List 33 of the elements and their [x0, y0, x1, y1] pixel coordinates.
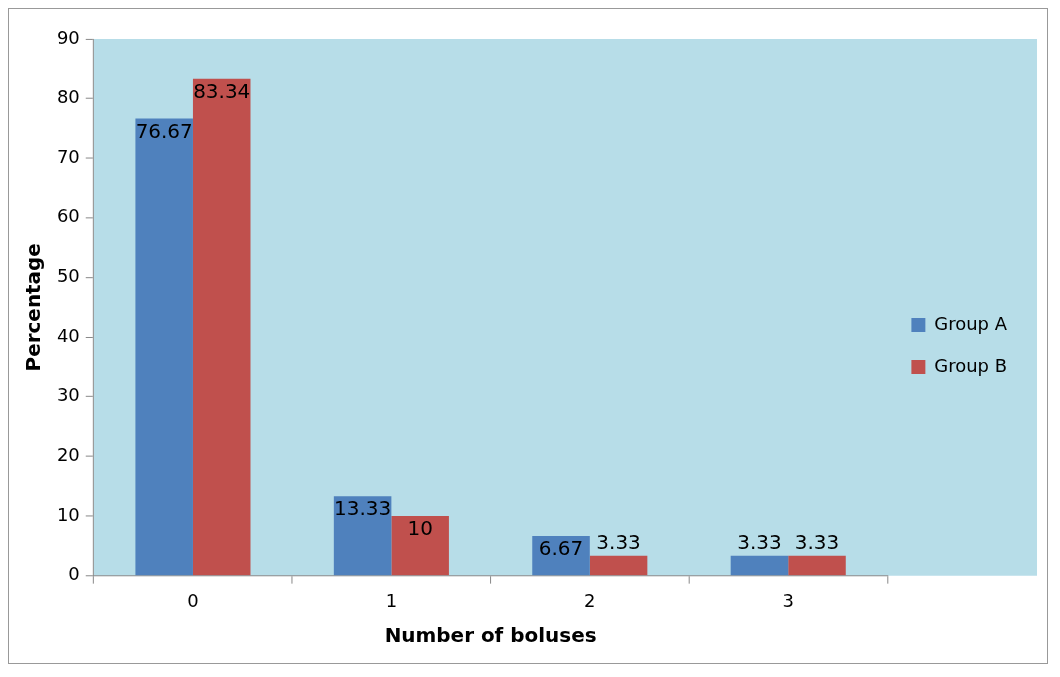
- bar: [788, 555, 846, 576]
- bar: [135, 118, 193, 576]
- y-tick-label: 30: [56, 384, 80, 406]
- y-tick-label: 80: [56, 86, 80, 108]
- legend-label: Group A: [934, 312, 1008, 334]
- data-label: 10: [407, 516, 433, 541]
- data-label: 76.67: [135, 118, 193, 143]
- data-label: 83.34: [193, 78, 251, 103]
- bar: [333, 496, 392, 576]
- y-tick-label: 10: [56, 503, 80, 525]
- x-tick-label: 0: [187, 590, 199, 612]
- y-tick-label: 60: [56, 205, 80, 227]
- y-tick-label: 40: [56, 324, 80, 346]
- legend-label: Group B: [934, 354, 1008, 376]
- data-label: 3.33: [794, 530, 840, 555]
- y-axis-title: Percentage: [21, 243, 46, 372]
- data-label: 3.33: [596, 530, 641, 555]
- y-tick-label: 50: [56, 265, 80, 287]
- bar: [589, 555, 648, 576]
- x-axis-title: Number of boluses: [384, 623, 597, 648]
- bar: [192, 78, 251, 576]
- x-tick-label: 1: [385, 590, 398, 612]
- x-tick-label: 3: [782, 590, 794, 612]
- bar: [730, 555, 789, 576]
- x-tick-label: 2: [584, 590, 596, 612]
- data-label: 6.67: [538, 536, 584, 561]
- y-tick-label: 70: [56, 145, 80, 167]
- y-tick-label: 90: [56, 26, 80, 48]
- data-label: 3.33: [737, 530, 782, 555]
- y-tick-label: 0: [68, 563, 80, 585]
- y-tick-label: 20: [56, 444, 80, 466]
- data-label: 13.33: [334, 496, 392, 521]
- bar: [391, 516, 449, 576]
